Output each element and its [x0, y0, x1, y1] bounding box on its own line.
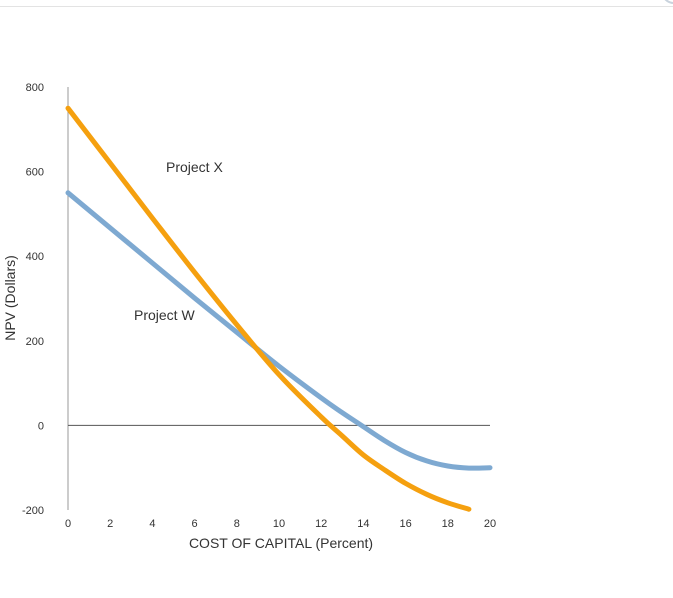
x-tick-label: 18: [442, 518, 454, 530]
project-w-label: Project W: [134, 307, 195, 323]
tick-labels: 0 2 4 6 8 10 12 14 16 18 20 -200 0 200 400 600 800: [22, 82, 496, 530]
y-tick-label: 200: [26, 336, 44, 348]
y-axis-title: NPV (Dollars): [2, 255, 18, 341]
series-labels: Project X Project W: [134, 159, 223, 323]
x-tick-label: 10: [273, 518, 285, 530]
project-w-line: [65, 190, 493, 471]
x-tick-label: 8: [234, 518, 240, 530]
x-tick-label: 14: [357, 518, 369, 530]
y-tick-label: 0: [38, 420, 44, 432]
x-tick-label: 12: [315, 518, 327, 530]
y-tick-label: 600: [26, 167, 44, 179]
x-tick-label: 20: [484, 518, 496, 530]
project-x-label: Project X: [166, 159, 223, 175]
y-tick-label: -200: [22, 505, 44, 517]
x-tick-label: 0: [65, 518, 71, 530]
series-lines: [65, 105, 493, 512]
x-tick-label: 2: [107, 518, 113, 530]
y-tick-label: 800: [26, 82, 44, 94]
x-tick-label: 16: [399, 518, 411, 530]
x-tick-label: 6: [192, 518, 198, 530]
project-x-line: [65, 105, 472, 512]
top-divider: [0, 6, 673, 7]
chart-axes: [67, 87, 490, 510]
y-tick-label: 400: [26, 251, 44, 263]
x-axis-title: COST OF CAPITAL (Percent): [189, 535, 373, 551]
x-tick-label: 4: [149, 518, 155, 530]
